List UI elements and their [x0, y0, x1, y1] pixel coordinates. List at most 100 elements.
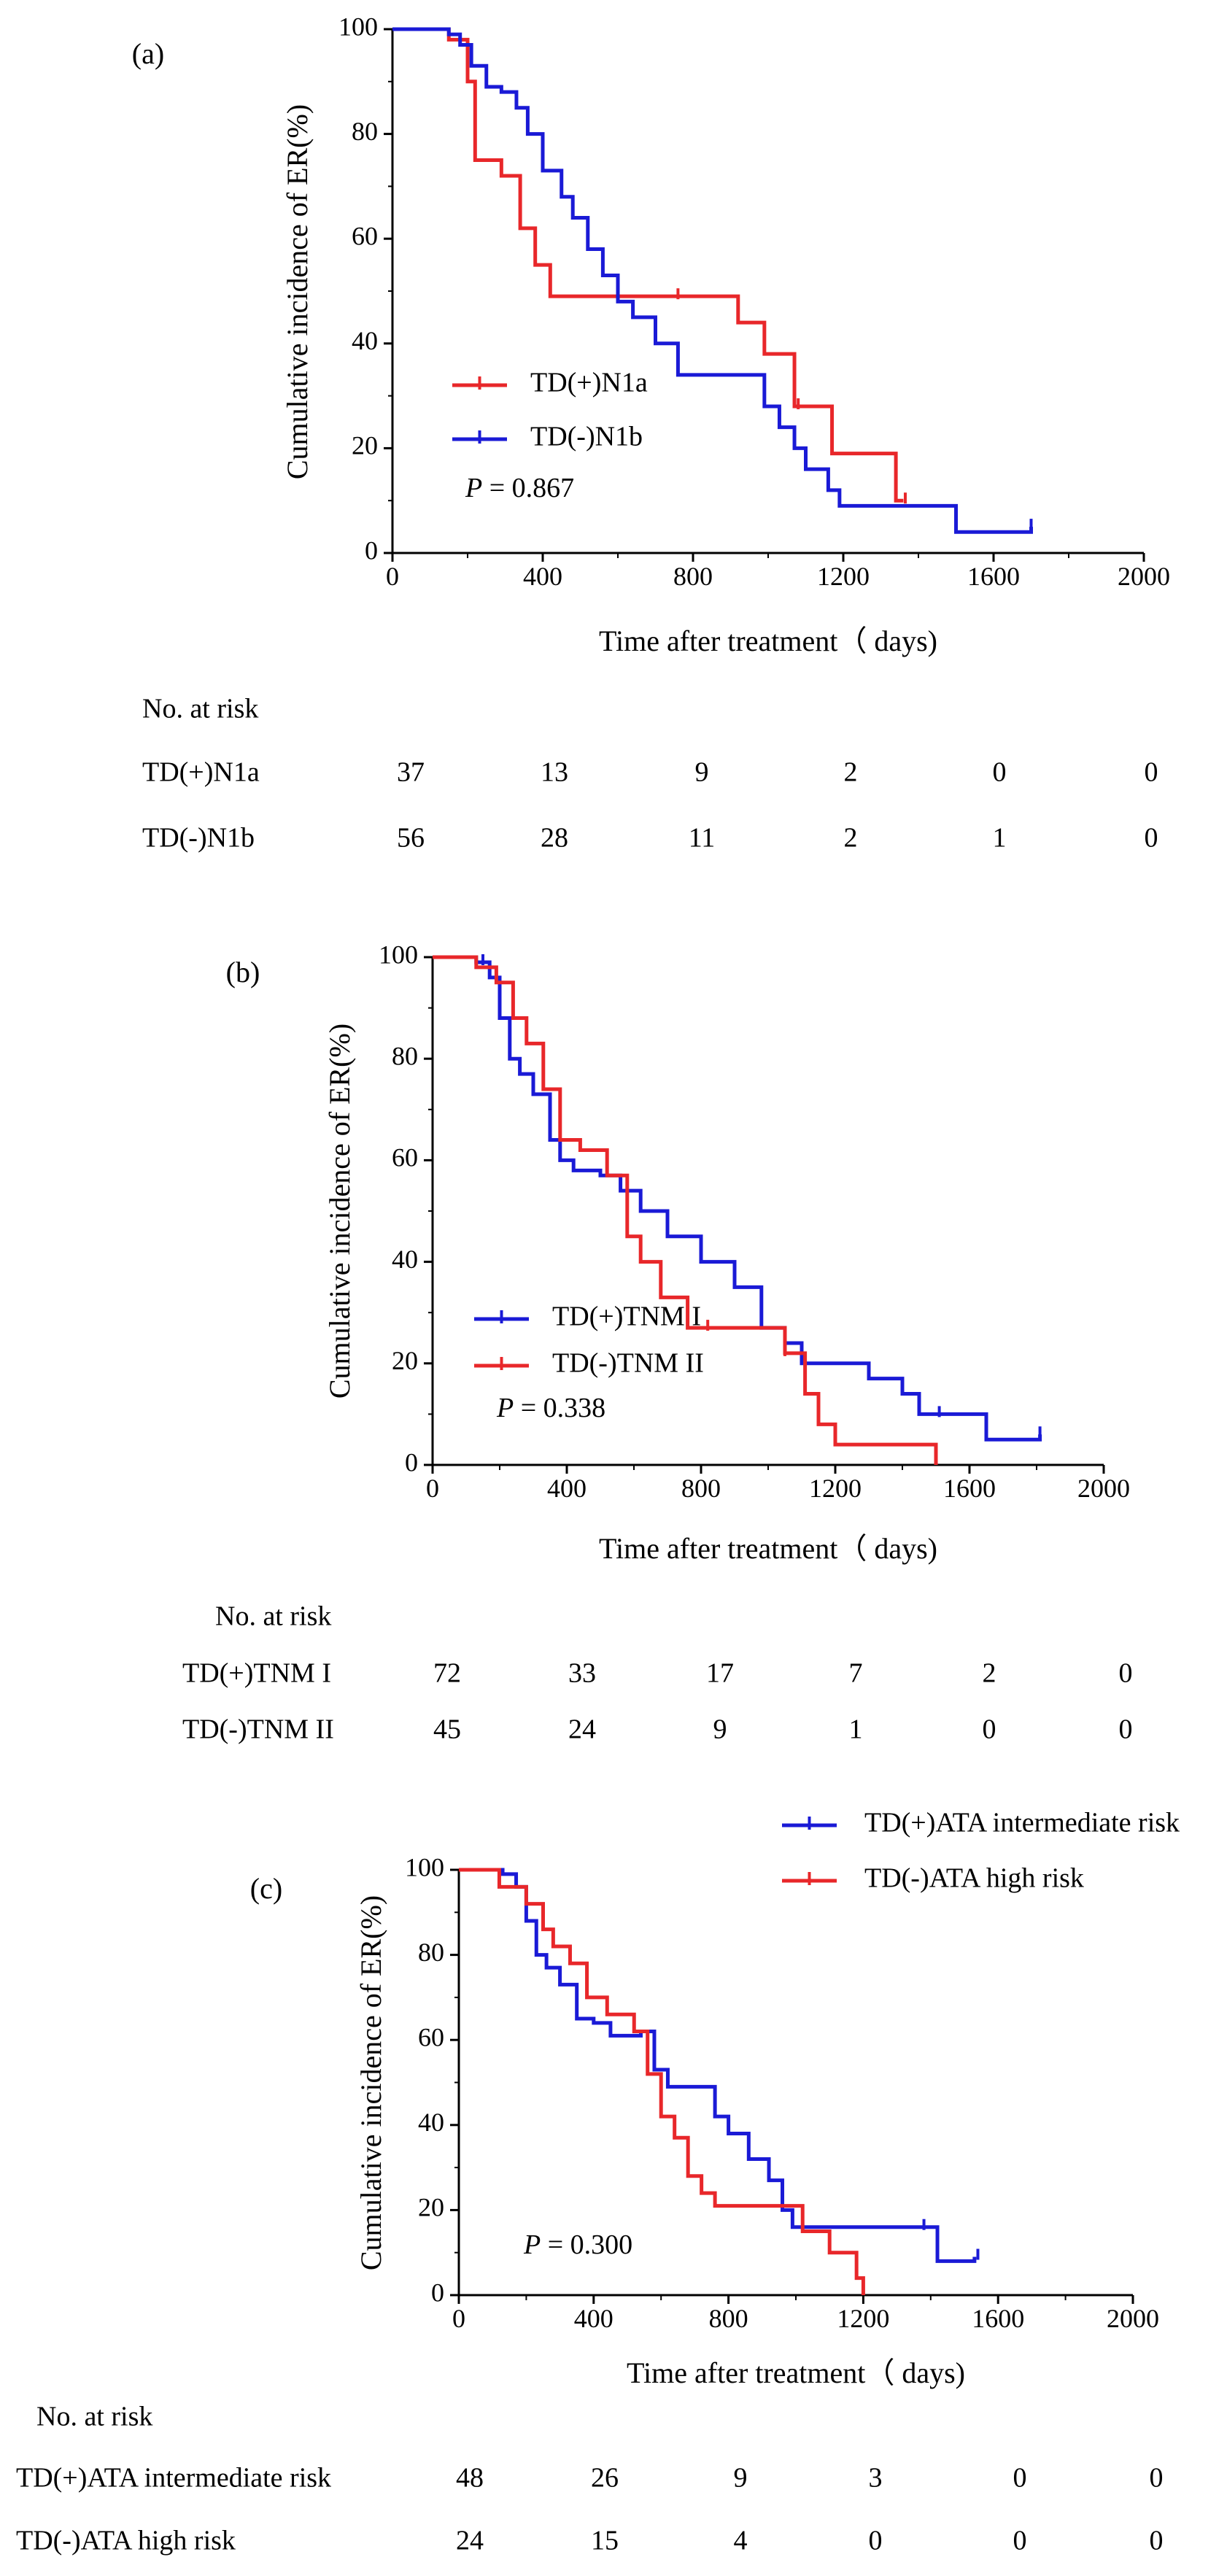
y-axis-label: Cumulative incidence of ER(%) — [355, 1895, 387, 2270]
y-tick-label: 60 — [418, 2022, 444, 2051]
risk-table-cell: 24 — [456, 2526, 484, 2556]
x-tick-label: 2000 — [1077, 1474, 1130, 1503]
p-value-label: P = 0.867 — [465, 473, 574, 503]
risk-table-cell: 0 — [1150, 2463, 1164, 2494]
risk-table-cell: 2 — [844, 757, 858, 788]
y-tick-label: 100 — [405, 1852, 444, 1881]
risk-table-cell: 0 — [1119, 1714, 1133, 1745]
x-tick-label: 800 — [673, 562, 713, 591]
risk-table-cell: 9 — [695, 757, 709, 788]
x-tick-label: 1600 — [967, 562, 1020, 591]
p-symbol: P — [496, 1393, 514, 1423]
legend-label: TD(-)ATA high risk — [864, 1863, 1084, 1894]
y-tick-label: 40 — [418, 2108, 444, 2137]
risk-table-header: No. at risk — [36, 2402, 152, 2432]
risk-table-cell: 3 — [869, 2463, 883, 2494]
risk-table-cell: 1 — [993, 823, 1007, 854]
risk-table-cell: 0 — [869, 2526, 883, 2556]
legend-label: TD(+)N1a — [530, 368, 648, 398]
risk-table-cell: 48 — [456, 2463, 484, 2494]
risk-table-cell: 1 — [849, 1714, 863, 1745]
x-tick-label: 0 — [426, 1474, 439, 1503]
risk-table-row-label: TD(+)N1a — [142, 757, 260, 788]
risk-table-row-label: TD(+)TNM I — [182, 1658, 331, 1689]
risk-table-cell: 0 — [1013, 2463, 1027, 2494]
x-tick-label: 2000 — [1107, 2304, 1159, 2333]
panel-label: (b) — [226, 956, 260, 989]
x-tick-label: 2000 — [1118, 562, 1170, 591]
x-tick-label: 800 — [709, 2304, 748, 2333]
risk-table-header: No. at risk — [142, 694, 258, 724]
y-tick-label: 60 — [392, 1143, 418, 1172]
km-curve-series-2 — [433, 955, 938, 1465]
x-tick-label: 400 — [574, 2304, 614, 2333]
legend-label: TD(-)TNM II — [552, 1348, 704, 1379]
legend-label: TD(+)ATA intermediate risk — [864, 1808, 1180, 1838]
p-value: = 0.300 — [541, 2229, 632, 2260]
p-value: = 0.867 — [482, 473, 574, 503]
panel-label: (c) — [250, 1872, 282, 1905]
km-curve-series-1 — [433, 955, 1042, 1442]
risk-table-cell: 0 — [1145, 823, 1158, 854]
risk-table-cell: 13 — [541, 757, 568, 788]
y-tick-label: 100 — [379, 940, 418, 969]
risk-table-cell: 9 — [713, 1714, 727, 1745]
y-axis-label: Cumulative incidence of ER(%) — [281, 104, 314, 479]
y-tick-label: 20 — [352, 431, 378, 460]
risk-table-cell: 7 — [849, 1658, 863, 1689]
risk-table-cell: 0 — [1119, 1658, 1133, 1689]
p-symbol: P — [523, 2229, 541, 2260]
km-curve-series-2 — [392, 27, 1033, 534]
risk-table-row-label: TD(-)ATA high risk — [16, 2526, 236, 2556]
risk-table-cell: 0 — [1013, 2526, 1027, 2556]
y-tick-label: 0 — [431, 2278, 444, 2307]
risk-table-cell: 26 — [591, 2463, 619, 2494]
legend-label: TD(+)TNM I — [552, 1301, 701, 1332]
risk-table-cell: 72 — [433, 1658, 461, 1689]
x-tick-label: 1200 — [837, 2304, 889, 2333]
risk-table-header: No. at risk — [215, 1601, 331, 1632]
risk-table-cell: 0 — [983, 1714, 996, 1745]
risk-table-cell: 37 — [397, 757, 425, 788]
risk-table-cell: 2 — [844, 823, 858, 854]
y-tick-label: 80 — [418, 1938, 444, 1967]
risk-table-cell: 0 — [1150, 2526, 1164, 2556]
risk-table-cell: 17 — [706, 1658, 734, 1689]
y-tick-label: 0 — [365, 535, 378, 565]
y-tick-label: 80 — [352, 117, 378, 146]
y-axis-label: Cumulative incidence of ER(%) — [323, 1024, 356, 1399]
x-tick-label: 0 — [452, 2304, 465, 2333]
y-tick-label: 60 — [352, 221, 378, 250]
x-axis-label: Time after treatment（ days) — [599, 1532, 937, 1565]
x-tick-label: 1200 — [809, 1474, 862, 1503]
risk-table-row-label: TD(+)ATA intermediate risk — [16, 2463, 331, 2494]
risk-table-cell: 2 — [983, 1658, 996, 1689]
p-value: = 0.338 — [514, 1393, 605, 1423]
km-curve-series-1 — [459, 1868, 977, 2263]
x-tick-label: 400 — [523, 562, 562, 591]
p-value-label: P = 0.338 — [496, 1393, 605, 1423]
risk-table-cell: 45 — [433, 1714, 461, 1745]
p-value-label: P = 0.300 — [523, 2229, 632, 2260]
risk-table-cell: 9 — [734, 2463, 748, 2494]
y-tick-label: 80 — [392, 1041, 418, 1070]
risk-table-cell: 24 — [568, 1714, 596, 1745]
y-tick-label: 100 — [338, 12, 378, 41]
x-tick-label: 0 — [386, 562, 399, 591]
x-tick-label: 1600 — [943, 1474, 996, 1503]
risk-table-row-label: TD(-)N1b — [142, 823, 255, 854]
p-symbol: P — [465, 473, 482, 503]
km-curve-series-2 — [459, 1868, 865, 2295]
risk-table-cell: 33 — [568, 1658, 596, 1689]
y-tick-label: 40 — [352, 326, 378, 355]
x-tick-label: 400 — [547, 1474, 587, 1503]
risk-table-cell: 56 — [397, 823, 425, 854]
y-tick-label: 40 — [392, 1245, 418, 1274]
risk-table-cell: 0 — [1145, 757, 1158, 788]
risk-table-cell: 11 — [689, 823, 716, 854]
legend-label: TD(-)N1b — [530, 422, 643, 452]
